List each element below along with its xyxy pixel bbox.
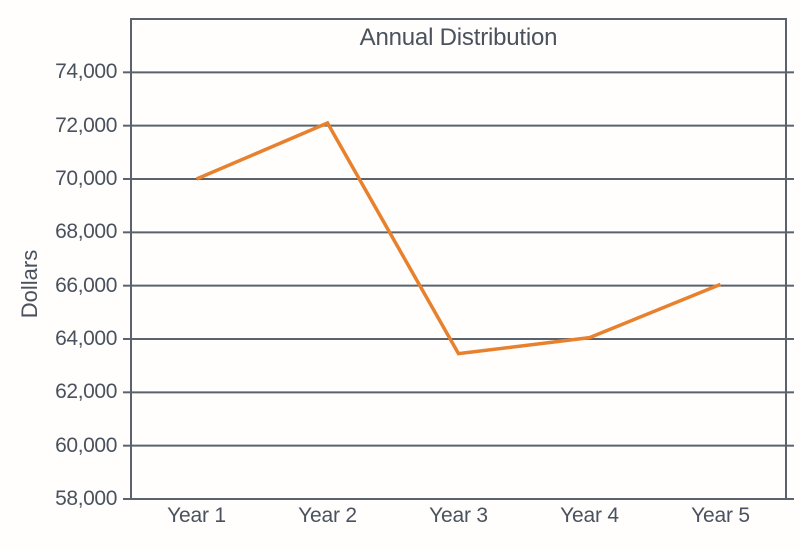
y-tick-label: 72,000 [55,113,117,137]
chart-title: Annual Distribution [359,24,558,51]
x-tick-label: Year 1 [167,504,226,527]
x-tick-label: Year 5 [691,504,750,527]
y-tick-label: 60,000 [55,433,117,457]
y-tick-label: 74,000 [55,60,117,84]
y-tick-label: 58,000 [55,487,117,510]
y-tick-label: 62,000 [55,380,117,404]
x-tick-label: Year 4 [560,504,619,527]
y-tick-label: 68,000 [55,220,117,244]
y-tick-label: 64,000 [55,327,117,350]
series-line-annual-distribution [195,120,722,356]
y-tick-label: 70,000 [55,167,117,190]
x-tick-label: Year 2 [298,504,357,527]
y-tick-label: 66,000 [55,273,117,297]
x-tick-label: Year 3 [429,504,488,527]
plot-frame [130,18,787,500]
